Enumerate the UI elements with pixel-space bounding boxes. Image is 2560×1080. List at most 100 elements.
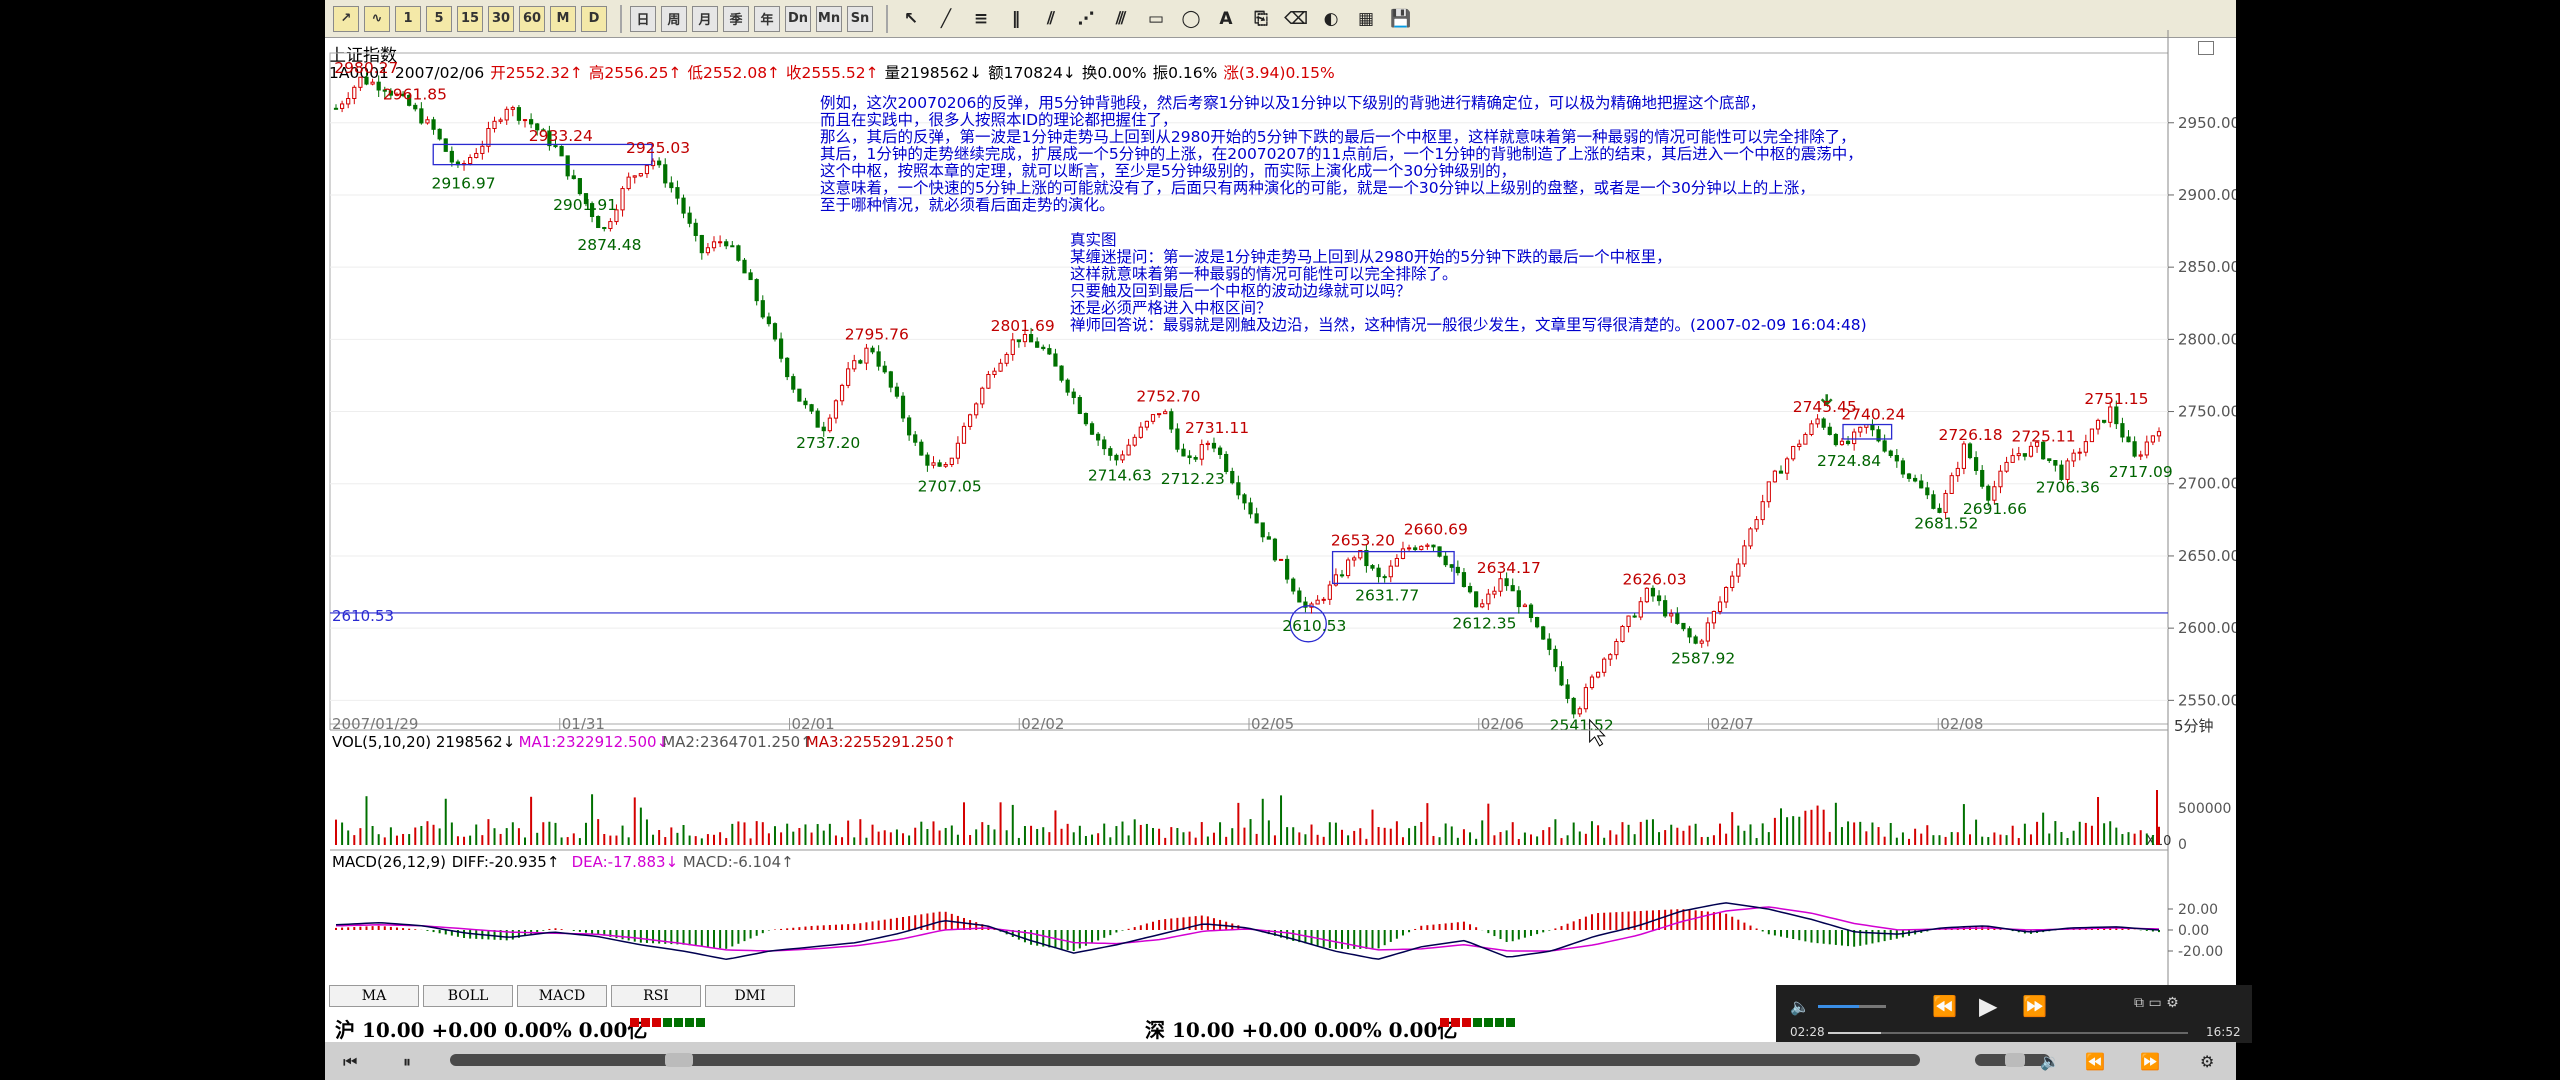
period-button[interactable]: Mn (816, 5, 842, 32)
vertical-lines-icon[interactable]: ‖ (1011, 8, 1021, 29)
indicator-tabs: MA BOLL MACD RSI DMI (329, 985, 799, 1007)
period-button[interactable]: 日 (630, 5, 656, 32)
candle-body (1638, 601, 1643, 618)
breadth-up-bar (1462, 1018, 1471, 1027)
volume-slider[interactable] (1818, 1005, 1886, 1008)
analysis-button[interactable]: 15 (457, 5, 483, 32)
period-button[interactable]: 周 (661, 5, 687, 32)
analysis-button[interactable]: 60 (519, 5, 545, 32)
candle-body (2077, 451, 2082, 454)
quote-line: 1A0001 2007/02/06 开2552.32↑ 高2556.25↑ 低2552.… (329, 61, 1341, 83)
cursor-icon[interactable]: ↖ (903, 8, 919, 29)
candle-body (1602, 658, 1607, 673)
color-grid-icon[interactable]: ▦ (1357, 8, 1375, 29)
line-icon[interactable]: ╱ (940, 8, 952, 29)
volume-fill (1818, 1005, 1859, 1008)
date-label: 02/07 (1711, 715, 1754, 733)
playback-thumb[interactable] (665, 1053, 693, 1067)
tab-macd[interactable]: MACD (517, 985, 607, 1007)
analysis-button[interactable]: M (550, 5, 576, 32)
shanghai-index-summary: 沪 10.00 +0.00 0.00% 0.00亿 (335, 1018, 648, 1042)
period-button[interactable]: 季 (723, 5, 749, 32)
rewind-icon[interactable]: ⏪ (1932, 994, 1957, 1018)
parallel-icon[interactable]: ⫻ (1115, 8, 1127, 29)
candle-body (1742, 545, 1747, 565)
play-icon[interactable]: ▶ (1979, 992, 1998, 1020)
gann-fan-icon[interactable]: ⫽ (1047, 8, 1055, 29)
tab-dmi[interactable]: DMI (705, 985, 795, 1007)
skip-back-icon[interactable]: ⏮ (343, 1052, 358, 1071)
candle-body (1852, 431, 1857, 445)
tab-boll[interactable]: BOLL (423, 985, 513, 1007)
eraser-icon[interactable]: ⌫ (1283, 8, 1309, 29)
palette-icon[interactable]: ◐ (1323, 8, 1339, 29)
analysis-button[interactable]: ∿ (364, 5, 390, 32)
playback-track[interactable] (450, 1053, 1920, 1067)
volume-track[interactable] (1975, 1053, 2050, 1067)
volume-legend: VOL(5,10,20) 2198562↓ (332, 733, 515, 751)
text-icon[interactable]: A (1219, 8, 1233, 29)
candle-body (413, 104, 418, 110)
analysis-button[interactable]: 5 (426, 5, 452, 32)
prev-chapter-icon[interactable]: ⏪ (2085, 1052, 2105, 1071)
fast-forward-icon[interactable]: ⏩ (2022, 994, 2047, 1018)
candle-body (1419, 545, 1424, 551)
qa-line: 禅师回答说：最弱就是刚触及边沿，当然，这种情况一般很少发生，文章里写得很清楚的。… (1070, 316, 1867, 334)
candle-body (1413, 547, 1418, 551)
seek-bar[interactable] (1828, 1032, 2188, 1034)
save-icon[interactable]: 💾 (1390, 8, 1412, 29)
pause-icon[interactable]: ⏸ (403, 1052, 412, 1071)
total-time: 16:52 (2206, 1025, 2241, 1039)
quote-low: 低2552.08↑ (687, 64, 781, 82)
candle-body (352, 86, 357, 100)
candle-body (1394, 557, 1399, 567)
period-button[interactable]: Dn (785, 5, 811, 32)
price-annotation: 2660.69 (1404, 521, 1468, 539)
period-button[interactable]: 年 (754, 5, 780, 32)
period-button[interactable]: 月 (692, 5, 718, 32)
period-button[interactable]: Sn (847, 5, 873, 32)
date-label: 02/05 (1251, 715, 1294, 733)
date-label: 02/08 (1940, 715, 1983, 733)
speaker-icon[interactable]: 🔉 (2040, 1052, 2060, 1071)
candle-body (2108, 406, 2113, 423)
candle-body (1065, 379, 1070, 393)
volume-icon[interactable]: 🔈 (1790, 997, 1810, 1016)
analysis-button[interactable]: 1 (395, 5, 421, 32)
analysis-button[interactable]: D (581, 5, 607, 32)
candle-body (778, 338, 784, 359)
analysis-button[interactable]: 30 (488, 5, 514, 32)
window-mode-icon[interactable]: ⧉ ▭ ⚙ (2134, 995, 2179, 1011)
candle-body (1803, 433, 1808, 445)
fib-icon[interactable]: ≡ (973, 8, 989, 29)
candle-body (675, 187, 680, 199)
channel-icon[interactable]: ⋰ (1077, 8, 1095, 29)
candle-body (1248, 502, 1253, 515)
candle-body (1565, 684, 1570, 699)
candle-body (400, 93, 406, 96)
video-player-overlay: 🔈 ⏪ ▶ ⏩ ⧉ ▭ ⚙ 02:28 16:52 (1776, 985, 2252, 1043)
breadth-up-bar (1440, 1018, 1449, 1027)
candle-body (376, 81, 381, 91)
copy-icon[interactable]: ⎘ (1254, 8, 1268, 29)
ellipse-icon[interactable]: ◯ (1181, 8, 1201, 29)
candle-body (2114, 406, 2119, 425)
candle-body (1364, 549, 1369, 567)
settings-icon[interactable]: ⚙ (2200, 1052, 2215, 1071)
annotation-text-block: 例如，这次20070206的反弹，用5分钟背驰段，然后考察1分钟以及1分钟以下级… (820, 95, 1863, 214)
tab-rsi[interactable]: RSI (611, 985, 701, 1007)
window-restore-icon[interactable] (2198, 41, 2214, 55)
rectangle-icon[interactable]: ▭ (1147, 8, 1165, 29)
macd-tick-label: 0.00 (2178, 923, 2209, 939)
tab-ma[interactable]: MA (329, 985, 419, 1007)
candle-body (1022, 334, 1028, 343)
candle-body (510, 107, 515, 110)
candle-body (2004, 461, 2009, 472)
next-chapter-icon[interactable]: ⏩ (2140, 1052, 2160, 1071)
analysis-button[interactable]: ↗ (333, 5, 359, 32)
chart-canvas[interactable]: 2950.00 2900.00 2850.00 2800.00 2750.00 2700.… (325, 30, 2236, 985)
candle-body (1382, 576, 1387, 579)
breadth-up-bar (630, 1018, 639, 1027)
volume-thumb[interactable] (2005, 1053, 2025, 1067)
candle-body (1724, 586, 1729, 603)
